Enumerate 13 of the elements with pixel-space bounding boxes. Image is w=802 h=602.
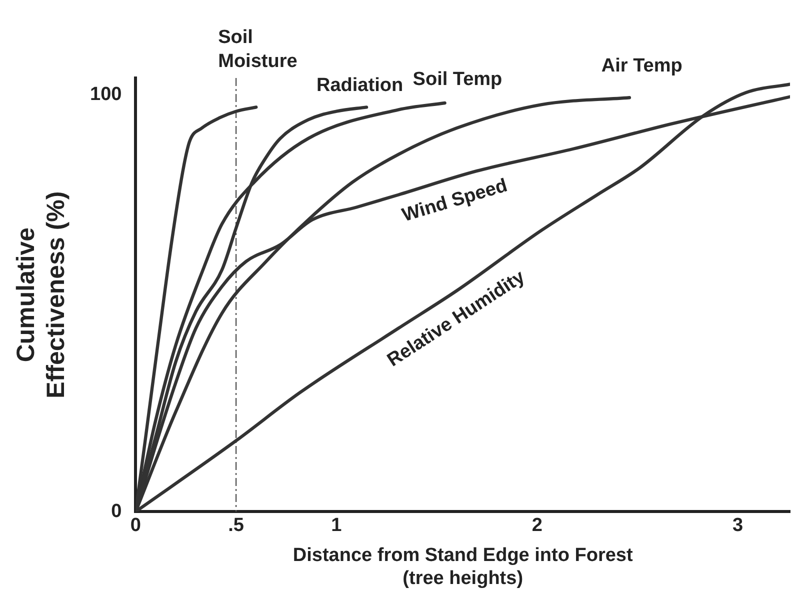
x-tick-label: 1	[331, 515, 342, 536]
series-label: Soil Temp	[412, 69, 502, 90]
y-axis-title: Cumulative Effectiveness (%)	[12, 191, 70, 398]
text: Wind Speed	[400, 175, 510, 226]
y-tick-label: 100	[90, 84, 122, 105]
text: Soil Moisture	[218, 27, 298, 72]
x-tick-label: 3	[732, 515, 744, 536]
x-tick-label: 2	[532, 515, 542, 536]
x-tick-label: 0	[130, 515, 141, 536]
series-label: Air Temp	[601, 56, 682, 77]
x-axis-title: Distance from Stand Edge into Forest (tree heights)	[292, 545, 634, 589]
x-tick-label: .5	[228, 515, 244, 536]
series-label: Radiation	[316, 75, 404, 96]
